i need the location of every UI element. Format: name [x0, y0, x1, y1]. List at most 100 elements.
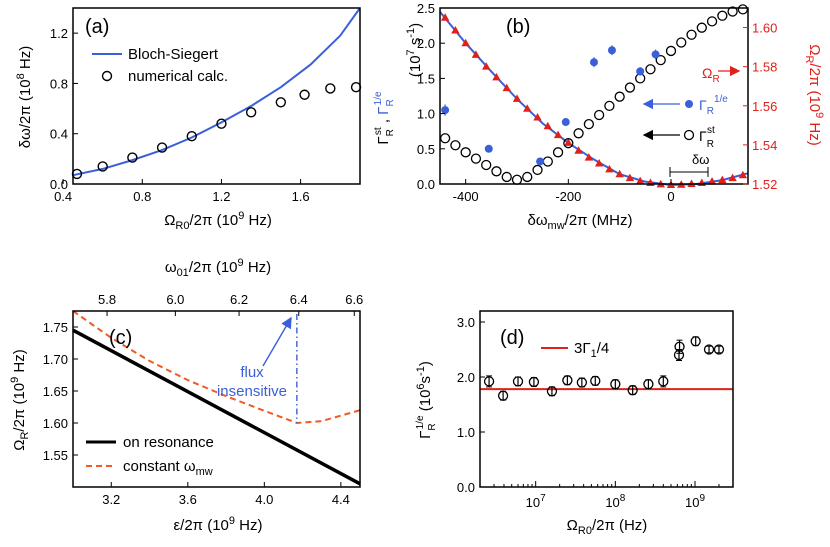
panel-a-plot-area [71, 7, 362, 180]
gamma-st-point [439, 133, 451, 144]
omega-r-point [471, 50, 481, 58]
gamma-st-point [717, 10, 728, 21]
x-tick-label: 3.2 [102, 492, 120, 507]
gamma-1e-point [713, 344, 725, 355]
y-tick-label: 1.70 [43, 352, 68, 367]
gamma-1e-point [651, 50, 660, 59]
numerical-calc-point [245, 107, 257, 118]
y-tick-label: 2.0 [457, 370, 475, 385]
numerical-calc-point [156, 142, 168, 153]
constant-omega-curve [72, 310, 361, 425]
numerical-calc-point [97, 161, 108, 172]
label-gamma-st: ΓRst [699, 125, 715, 150]
top-x-tick-label: 6.2 [230, 292, 248, 307]
legend-d-label: 3Γ1/4 [574, 340, 609, 360]
gamma-1e-point [636, 67, 645, 76]
gamma-1e-point [484, 144, 493, 153]
gamma-st-point [583, 119, 595, 130]
panel-d-plot-area [480, 336, 733, 401]
gamma-1e-point [528, 376, 540, 388]
panel-b-y-ticks-right: 1.52 1.54 1.56 1.58 1.60 [743, 21, 777, 192]
gamma-st-point [706, 16, 718, 27]
panel-d-frame [479, 310, 734, 488]
gamma-st-point [604, 100, 615, 112]
gamma-1e-point [512, 376, 524, 387]
x-tick-label: 4.4 [332, 492, 350, 507]
panel-c: (c) flux insensitive on resonance consta… [9, 257, 363, 534]
gamma-st-point [614, 91, 625, 102]
x-tick-label: 0.4 [54, 189, 72, 204]
numerical-calc-point [299, 89, 310, 100]
y-tick-label: 1.60 [43, 416, 68, 431]
gamma-st-point [450, 140, 461, 151]
gamma-st-point [624, 82, 636, 93]
omega-r-point [718, 175, 727, 184]
panel-c-top-x-ticks: 5.8 6.0 6.2 6.4 6.6 [98, 292, 363, 316]
y-tick-label: 2.5 [417, 1, 435, 16]
y-tick-label: 0.5 [417, 142, 435, 157]
y-tick-label: 1.2 [50, 26, 68, 41]
gamma-1e-point [610, 378, 621, 390]
gamma-st-point [727, 6, 738, 17]
gamma-st-point [522, 171, 533, 183]
x-tick-label: 3.6 [179, 492, 197, 507]
gamma-st-point [655, 54, 666, 66]
gamma-st-point [563, 138, 574, 149]
y-tick-label: 1.65 [43, 384, 68, 399]
omega-r-point [728, 173, 737, 182]
right-y-tick-label: 1.56 [752, 99, 777, 114]
y-tick-label: 0.8 [50, 76, 68, 91]
panel-b-y-axis-unit-left: (107 s-1) [405, 23, 424, 77]
panel-a-frame [72, 7, 361, 185]
y-tick-label: 0.0 [50, 177, 68, 192]
numerical-calc-point [350, 81, 362, 93]
gamma-1e-point [607, 46, 616, 55]
panel-d: (d) 3Γ1/4 107 108 109 0.0 1.0 2.0 3.0 ΩR0/2π … [415, 310, 734, 537]
omega-r-point [461, 38, 470, 47]
numerical-calc-point [325, 83, 336, 94]
panel-c-label: (c) [109, 327, 132, 349]
y-tick-label: 0.0 [457, 480, 475, 495]
right-y-tick-label: 1.58 [752, 60, 777, 75]
y-tick-label: 1.5 [417, 71, 435, 86]
annotation-insensitive: insensitive [217, 383, 287, 400]
label-gamma-1e: ΓR1/e [699, 94, 728, 117]
panel-a: (a) Bloch-Siegert numerical calc. 0.4 0.8… [15, 7, 362, 232]
panel-c-x-axis-label: ε/2π (109 Hz) [173, 515, 262, 534]
x-tick-label: 0 [667, 189, 674, 204]
omega-r-point [738, 170, 748, 179]
omega-r-point [636, 176, 645, 185]
gamma-st-point [552, 147, 564, 158]
panel-a-x-ticks: 0.4 0.8 1.2 1.6 [54, 179, 310, 204]
gamma-1e-point [546, 386, 558, 397]
annotation-flux: flux [240, 364, 264, 381]
gamma-st-point [532, 164, 543, 176]
gamma-st-point [481, 159, 492, 171]
legend-c-constant-omega: constant ωmw [123, 458, 213, 478]
gamma-1e-point [576, 377, 588, 388]
gamma-st-point [645, 64, 656, 75]
top-x-tick-label: 6.0 [166, 292, 184, 307]
legend-a-circle-swatch [101, 70, 113, 82]
omega-r-point [533, 113, 542, 121]
panel-a-y-ticks: 0.0 0.4 0.8 1.2 [50, 26, 78, 192]
panel-b-y-ticks-left: 0.0 0.5 1.0 1.5 2.0 2.5 [417, 1, 445, 192]
gamma-st-point [542, 156, 553, 167]
panel-d-y-axis-label: ΓR1/e (106s-1) [415, 361, 438, 439]
y-tick-label: 2.0 [417, 36, 435, 51]
gamma-st-point [470, 153, 482, 164]
gamma-1e-point [627, 385, 638, 396]
omega-r-point [625, 173, 635, 182]
gamma-st-point [573, 128, 584, 139]
bloch-siegert-curve [72, 7, 361, 177]
panel-c-x-ticks: 3.2 3.6 4.0 4.4 [102, 482, 350, 507]
gamma-st-point [491, 166, 502, 177]
panel-a-y-axis-label: δω/2π (108 Hz) [15, 46, 34, 148]
x-tick-label: 109 [685, 493, 705, 510]
marker-gamma-st [683, 129, 695, 141]
omega-r-point [492, 72, 501, 81]
x-tick-label: 1.2 [212, 189, 230, 204]
marker-gamma-1e [685, 100, 693, 108]
omega-r-point [440, 13, 450, 21]
omega-r-point [564, 138, 573, 146]
